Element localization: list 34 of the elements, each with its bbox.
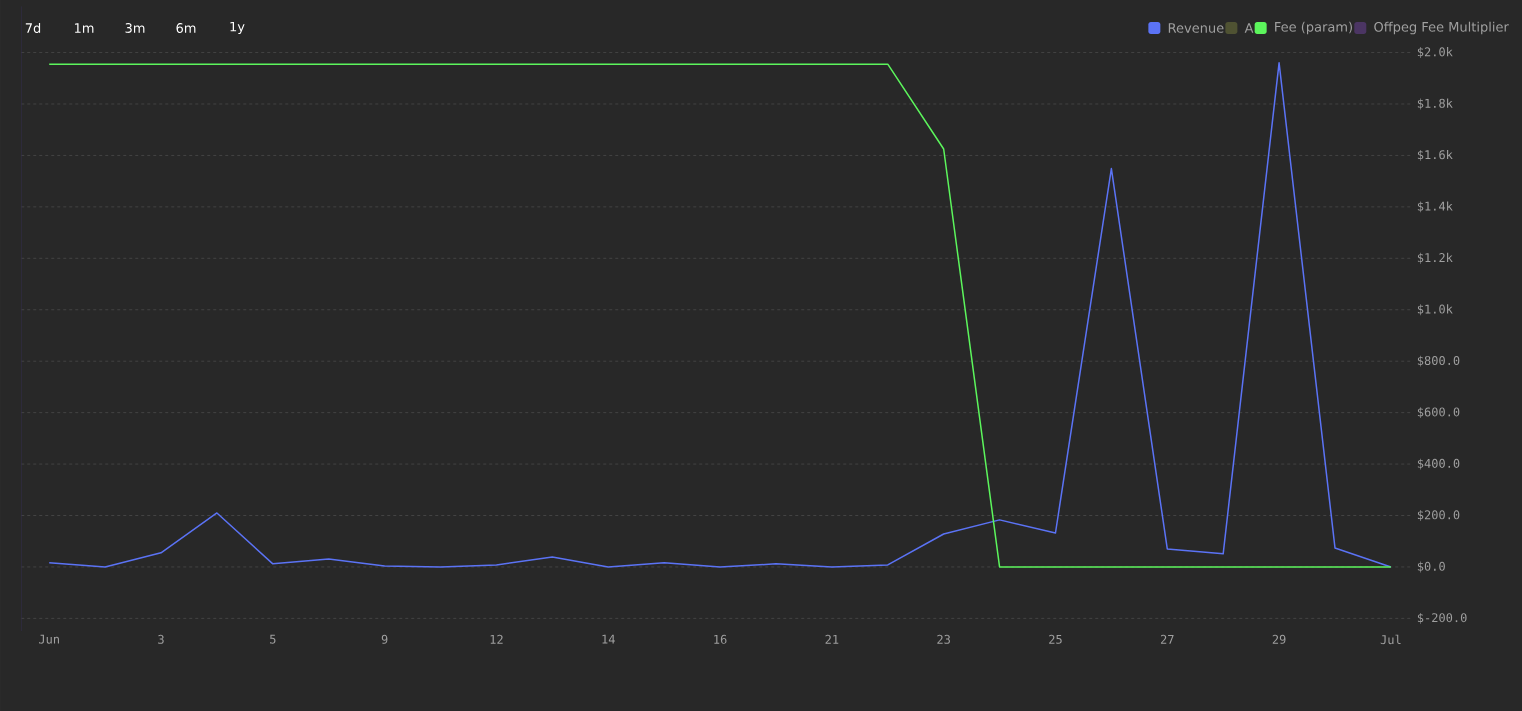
x-tick-label: 16 (714, 634, 727, 644)
y-tick-label: $1.4k (1417, 201, 1453, 213)
y-tick-label: $2.0k (1417, 47, 1453, 58)
x-tick-label: 29 (1272, 634, 1286, 644)
y-tick-label: $600.0 (1417, 407, 1460, 419)
annotation: 3m (125, 23, 145, 33)
y-tick-label: $1.8k (1417, 98, 1453, 110)
x-tick-label: Jun (39, 634, 59, 644)
annotation: 7d (25, 22, 41, 34)
y-tick-label: $200.0 (1417, 510, 1460, 521)
y-tick-label: $1.0k (1417, 304, 1453, 316)
y-tick-label: $0.0 (1417, 561, 1445, 573)
annotation: 6m (176, 23, 196, 33)
legend-label: A (1244, 23, 1254, 33)
x-tick-label: 12 (490, 634, 503, 644)
annotation: 1m (74, 23, 94, 33)
x-tick-label: 27 (1160, 634, 1174, 644)
y-tick-label: $400.0 (1417, 458, 1460, 470)
x-tick-label: 23 (937, 634, 950, 644)
y-tick-label: $1.2k (1417, 252, 1453, 264)
y-tick-label: $1.6k (1417, 149, 1453, 161)
legend-label: Revenue (1168, 23, 1224, 33)
x-tick-label: 25 (1049, 634, 1062, 644)
x-tick-label: 9 (381, 634, 388, 644)
y-tick-label: $-200.0 (1417, 612, 1467, 624)
x-tick-label: 5 (270, 634, 276, 644)
legend-label: Offpeg Fee Multiplier (1374, 21, 1509, 35)
x-tick-label: 21 (825, 634, 839, 644)
annotation: 1y (230, 21, 245, 35)
legend-label: Fee (param) (1275, 21, 1352, 35)
x-tick-label: 14 (602, 634, 615, 644)
x-tick-label: Jul (1380, 634, 1401, 645)
y-tick-label: $800.0 (1417, 355, 1460, 367)
x-tick-label: 3 (158, 634, 164, 644)
